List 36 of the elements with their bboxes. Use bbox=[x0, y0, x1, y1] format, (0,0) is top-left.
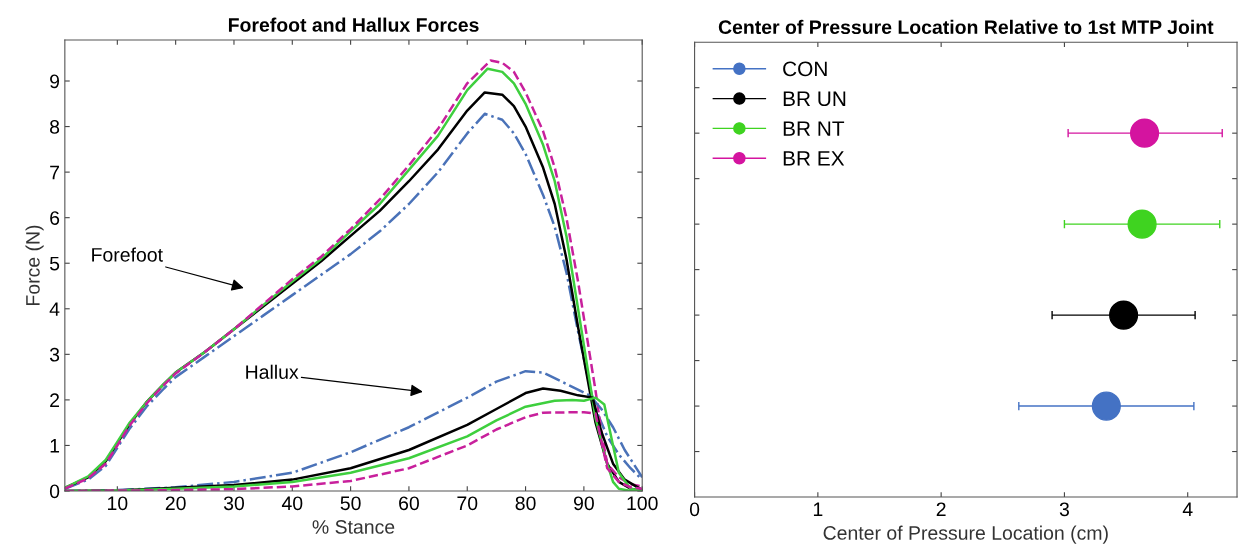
y-tick-label: 9 bbox=[50, 74, 60, 89]
y-tick-label: 4 bbox=[49, 302, 60, 316]
annotation: Forefoot bbox=[92, 247, 163, 262]
x-tick-label: 50 bbox=[340, 496, 361, 511]
x-axis-title: % Stance bbox=[312, 520, 395, 534]
x-tick-label: 20 bbox=[165, 496, 186, 511]
y-tick-label: 7 bbox=[50, 165, 60, 180]
x-tick-label: 3 bbox=[1059, 502, 1069, 517]
legend-label: BR UN bbox=[783, 91, 846, 107]
chart-title: Center of Pressure Location Relative to 1st MTP Joint bbox=[718, 19, 1214, 35]
chart-title: Forefoot and Hallux Forces bbox=[228, 17, 479, 32]
legend-label: BR EX bbox=[783, 151, 845, 166]
annotation: Hallux bbox=[246, 364, 299, 379]
legend-label: CON bbox=[783, 61, 827, 77]
x-axis-title: Center of Pressure Location (cm) bbox=[823, 525, 1108, 544]
x-tick-label: 100 bbox=[627, 496, 658, 511]
y-tick-label: 2 bbox=[50, 393, 60, 407]
x-tick-label: 80 bbox=[515, 496, 536, 511]
x-tick-label: 90 bbox=[573, 496, 594, 511]
x-tick-label: 1 bbox=[813, 502, 823, 516]
y-tick-label: 0 bbox=[49, 484, 60, 499]
y-tick-label: 1 bbox=[50, 439, 60, 453]
x-tick-label: 0 bbox=[689, 502, 700, 517]
y-tick-label: 3 bbox=[49, 347, 60, 362]
y-tick-label: 8 bbox=[50, 120, 60, 134]
x-tick-label: 30 bbox=[223, 496, 245, 511]
x-tick-label: 4 bbox=[1182, 502, 1193, 516]
y-axis-title: Force (N) bbox=[25, 225, 44, 305]
x-tick-label: 10 bbox=[108, 496, 128, 511]
y-tick-label: 6 bbox=[50, 211, 60, 225]
legend-label: BR NT bbox=[783, 121, 845, 136]
y-tick-label: 5 bbox=[49, 256, 60, 271]
x-tick-label: 70 bbox=[457, 496, 478, 511]
x-tick-label: 60 bbox=[399, 496, 419, 511]
x-tick-label: 40 bbox=[281, 496, 303, 511]
x-tick-label: 2 bbox=[936, 502, 946, 516]
